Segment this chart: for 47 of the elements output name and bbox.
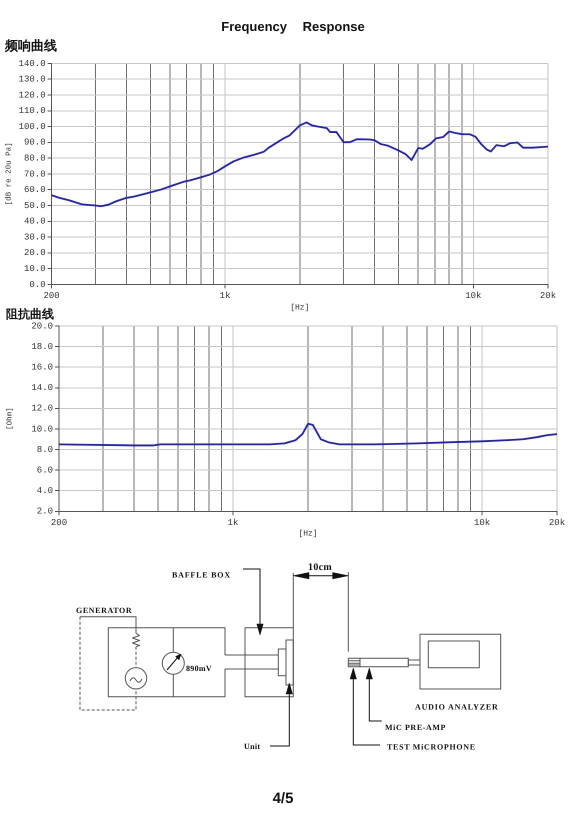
text: 10cm (308, 562, 332, 573)
y-tick-label: 90.0 (24, 138, 46, 148)
y-tick-label: 40.0 (24, 216, 46, 227)
x-tick-label: 1k (228, 518, 238, 528)
x-tick-label: 1k (220, 291, 230, 302)
x-tick-label: 200 (44, 291, 60, 302)
y-tick-label: 50.0 (24, 200, 46, 211)
x-tick-label: 200 (50, 518, 68, 528)
y-tick-label: 120.0 (18, 90, 46, 100)
y-tick-label: 20.0 (31, 321, 53, 332)
y-tick-label: 8.0 (36, 444, 53, 455)
chart-title: 阻抗曲线 (6, 307, 54, 321)
y-tick-label: 2.0 (36, 506, 53, 517)
text: AUDIO ANALYZER (415, 702, 499, 712)
y-tick-label: 110.0 (18, 106, 46, 116)
y-tick-label: 130.0 (18, 74, 46, 85)
chart-title: Frequency Response (221, 19, 365, 34)
text: TEST MiCROPHONE (387, 742, 476, 752)
y-tick-label: 16.0 (31, 362, 53, 373)
y-tick-label: 70.0 (24, 169, 46, 180)
x-tick-label: 10k (465, 291, 482, 302)
y-tick-label: 10.0 (31, 424, 53, 434)
x-tick-label: 10k (474, 518, 490, 528)
text: BAFFLE BOX (172, 570, 231, 580)
y-tick-label: 18.0 (31, 342, 53, 352)
y-tick-label: 30.0 (24, 232, 46, 242)
text: GENERATOR (76, 606, 132, 615)
y-tick-label: 14.0 (31, 383, 53, 394)
y-tick-label: 100.0 (18, 122, 46, 132)
x-axis-title: [Hz] (290, 303, 310, 312)
x-tick-label: 20k (540, 291, 556, 302)
text: 4/5 (272, 790, 294, 807)
chart-subtitle: 频响曲线 (5, 39, 57, 54)
y-tick-label: 10.0 (24, 264, 46, 274)
y-tick-label: 0.0 (29, 280, 46, 290)
y-tick-label: 12.0 (31, 404, 53, 414)
x-axis-title: [Hz] (298, 529, 318, 538)
y-tick-label: 4.0 (36, 486, 53, 496)
y-tick-label: 80.0 (24, 154, 46, 164)
y-tick-label: 6.0 (36, 466, 53, 476)
y-tick-label: 60.0 (24, 185, 46, 196)
text: 890mV (186, 664, 212, 673)
text: MiC PRE-AMP (385, 723, 446, 732)
x-tick-label: 20k (548, 518, 566, 528)
text: Unit (244, 742, 260, 751)
y-tick-label: 140.0 (18, 58, 46, 69)
y-tick-label: 20.0 (24, 248, 46, 258)
